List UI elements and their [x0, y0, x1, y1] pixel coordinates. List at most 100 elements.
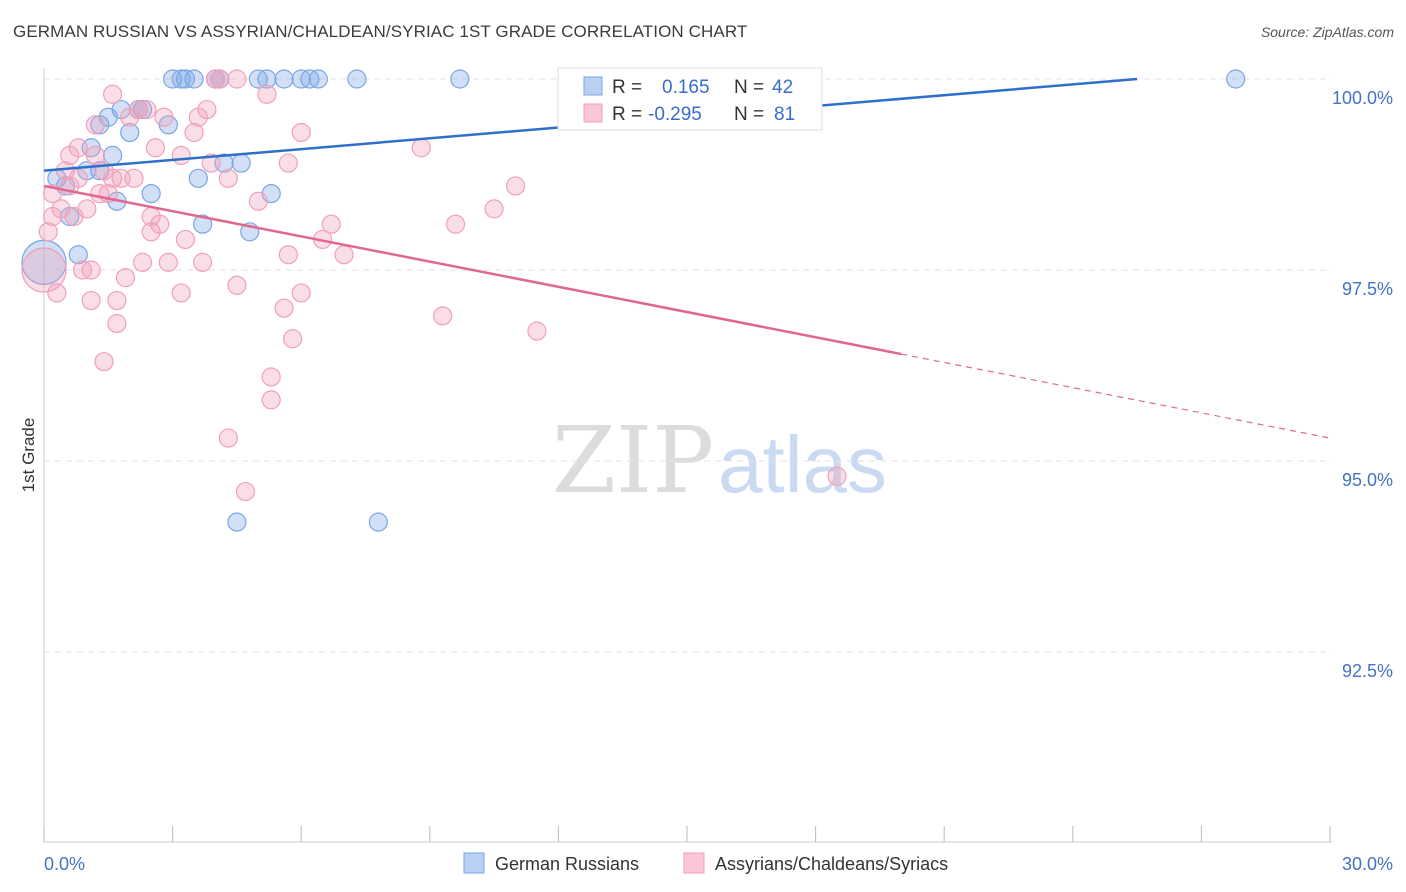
trend-line-assyrians-extension	[901, 353, 1331, 439]
point-assyrians	[197, 99, 217, 120]
source-label: Source: ZipAtlas.com	[1260, 24, 1394, 40]
point-assyrians	[278, 245, 298, 265]
point-assyrians	[102, 84, 123, 104]
point-assyrians	[47, 283, 67, 303]
point-assyrians	[227, 69, 247, 89]
series-legend: German Russians Assyrians/Chaldeans/Syri…	[463, 852, 948, 874]
point-assyrians	[85, 115, 106, 135]
legend-swatch-blue	[583, 76, 603, 96]
point-assyrians	[218, 168, 238, 188]
bottom-legend-label-blue: German Russians	[495, 854, 639, 874]
point-assyrians	[145, 138, 166, 158]
point-assyrians	[85, 145, 106, 165]
point-assyrians	[107, 290, 127, 311]
point-assyrians	[132, 252, 153, 272]
data-points	[21, 69, 1246, 532]
point-german-russians	[184, 69, 204, 89]
point-assyrians	[184, 122, 204, 143]
point-assyrians	[527, 321, 547, 341]
legend-n-label-blue: N =	[734, 77, 764, 98]
bottom-legend-swatch-pink	[683, 852, 705, 874]
legend-r-value-blue: 0.165	[662, 77, 710, 98]
legend-r-label-pink: R =	[612, 104, 642, 125]
point-assyrians	[107, 313, 127, 334]
chart-title: GERMAN RUSSIAN VS ASSYRIAN/CHALDEAN/SYRI…	[13, 22, 748, 41]
point-assyrians	[154, 107, 174, 127]
point-german-russians	[368, 512, 388, 532]
x-tick-label-min: 0.0%	[44, 854, 85, 874]
point-assyrians	[171, 145, 191, 165]
point-assyrians	[484, 199, 504, 219]
point-assyrians	[158, 252, 178, 272]
point-assyrians	[137, 99, 157, 120]
x-tick-label-max: 30.0%	[1342, 854, 1393, 874]
point-assyrians	[171, 283, 191, 303]
point-german-russians	[308, 69, 328, 89]
point-assyrians	[193, 252, 213, 272]
bottom-legend-swatch-blue	[463, 852, 485, 874]
point-assyrians	[205, 69, 226, 89]
point-assyrians	[150, 214, 170, 234]
y-tick-label: 97.5%	[1342, 279, 1393, 299]
y-tick-label: 100.0%	[1332, 88, 1393, 108]
point-assyrians	[257, 84, 277, 104]
point-assyrians	[175, 229, 196, 250]
point-assyrians	[235, 481, 256, 502]
point-assyrians	[321, 214, 341, 234]
legend-swatch-pink	[583, 103, 603, 123]
point-german-russians	[68, 245, 88, 265]
legend-r-value-pink: -0.295	[648, 104, 702, 125]
point-assyrians	[505, 176, 526, 196]
point-assyrians	[261, 390, 281, 410]
point-german-russians	[193, 214, 213, 234]
point-german-russians	[1226, 69, 1246, 89]
y-tick-label: 95.0%	[1342, 470, 1393, 490]
point-assyrians	[248, 191, 268, 211]
point-assyrians	[433, 306, 453, 326]
point-german-russians	[231, 153, 251, 173]
trend-line-assyrians	[43, 184, 902, 356]
correlation-legend: R = 0.165 N = 42 R = -0.295 N = 81	[557, 67, 823, 131]
point-assyrians	[261, 367, 281, 387]
point-assyrians	[218, 428, 238, 448]
point-assyrians	[201, 153, 221, 173]
point-assyrians	[283, 329, 303, 349]
point-german-russians	[274, 69, 294, 89]
point-assyrians	[827, 466, 847, 486]
point-german-russians	[450, 69, 470, 89]
point-assyrians	[81, 260, 101, 280]
point-assyrians	[334, 245, 354, 265]
point-assyrians	[124, 168, 144, 188]
point-assyrians	[227, 275, 247, 295]
point-german-russians	[257, 69, 277, 89]
legend-r-label-blue: R =	[612, 77, 642, 98]
point-assyrians	[274, 298, 294, 318]
point-assyrians	[411, 138, 431, 158]
point-assyrians	[21, 247, 67, 293]
point-assyrians	[210, 69, 230, 89]
bottom-legend-label-pink: Assyrians/Chaldeans/Syriacs	[715, 854, 948, 874]
y-tick-labels: 100.0% 97.5% 95.0% 92.5%	[1332, 88, 1393, 681]
legend-n-label-pink: N =	[734, 104, 764, 125]
trend-lines	[43, 77, 1331, 439]
point-assyrians	[68, 168, 88, 188]
y-axis-title: 1st Grade	[19, 418, 38, 493]
point-assyrians	[291, 122, 311, 143]
point-assyrians	[68, 138, 88, 158]
point-german-russians	[347, 69, 367, 89]
point-german-russians	[188, 168, 208, 188]
point-german-russians	[120, 122, 140, 143]
legend-n-value-pink: 81	[774, 104, 795, 125]
point-german-russians	[141, 184, 161, 204]
point-german-russians	[227, 512, 247, 532]
point-assyrians	[115, 268, 136, 288]
point-assyrians	[94, 352, 114, 372]
point-assyrians	[77, 199, 97, 219]
y-tick-label: 92.5%	[1342, 661, 1393, 681]
point-assyrians	[291, 283, 311, 303]
legend-n-value-blue: 42	[772, 77, 793, 98]
point-assyrians	[38, 222, 58, 242]
point-assyrians	[81, 290, 101, 311]
point-assyrians	[445, 214, 466, 234]
